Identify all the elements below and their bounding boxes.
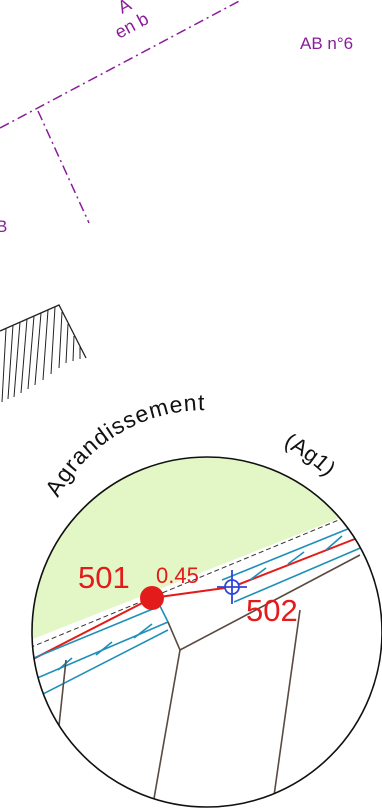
parcel-boundary-lines [0, 0, 243, 224]
boundary-line-branch [37, 110, 90, 224]
boundary-line-diagonal [0, 0, 243, 129]
point-501-marker [140, 586, 164, 610]
green-zone [32, 457, 360, 652]
distance-label: 0.45 [156, 563, 199, 588]
parcel-ref-label: AB n°6 [300, 34, 353, 53]
parcel-ref-left-label: B [0, 217, 7, 236]
point-502-marker [217, 570, 247, 604]
hatched-building [0, 304, 87, 403]
dashed-edge-line [32, 511, 359, 661]
red-boundary-line [32, 534, 366, 677]
point-502-label: 502 [246, 593, 298, 628]
circle-code: (Ag1) [281, 428, 341, 481]
enlargement-circle-border [31, 456, 382, 808]
corner-text-b: en b [111, 8, 151, 42]
enlargement-circle [31, 456, 382, 808]
point-501-label: 501 [78, 560, 130, 595]
